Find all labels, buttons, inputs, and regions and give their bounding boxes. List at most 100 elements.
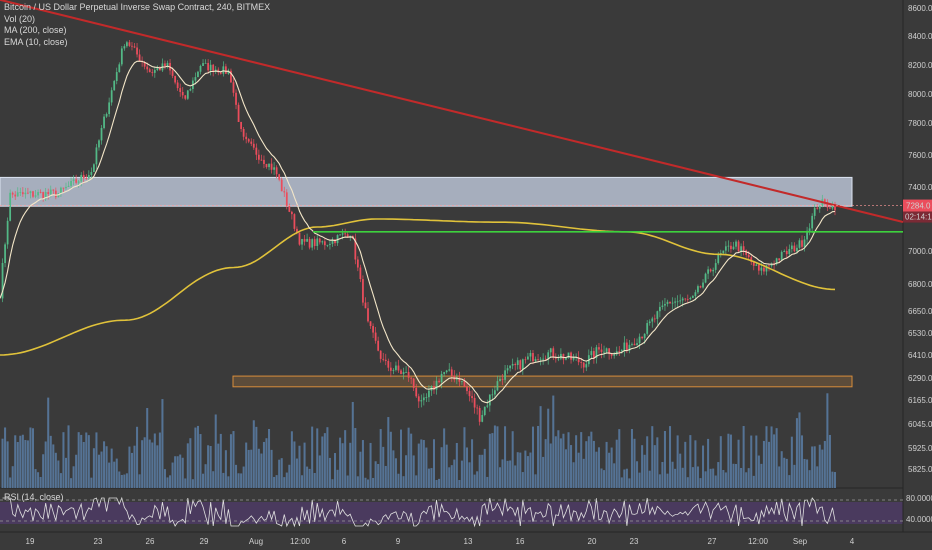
- volume-bar: [70, 478, 73, 488]
- volume-bar: [87, 435, 90, 488]
- volume-bar: [366, 479, 370, 488]
- volume-bar: [232, 431, 235, 488]
- candle-body: [651, 318, 654, 322]
- candle-body: [516, 360, 519, 366]
- candle-body: [775, 258, 778, 265]
- volume-bar: [516, 452, 519, 488]
- candle-body: [318, 238, 321, 243]
- volume-bar: [341, 443, 344, 488]
- candle-body: [311, 239, 314, 248]
- volume-bar: [724, 472, 727, 488]
- time-tick: 13: [464, 537, 473, 546]
- candle-body: [613, 354, 616, 356]
- candle-body: [648, 321, 651, 324]
- volume-bar: [250, 449, 253, 488]
- volume-bar: [521, 472, 524, 488]
- volume-bar: [156, 445, 159, 488]
- volume-bar: [526, 456, 529, 488]
- volume-bar: [75, 454, 78, 488]
- volume-bar: [252, 420, 255, 488]
- candle-body: [793, 245, 796, 252]
- candle-body: [425, 397, 428, 399]
- candle-body: [468, 391, 471, 397]
- volume-bar: [34, 469, 37, 488]
- volume-bar: [415, 475, 418, 488]
- volume-bar: [613, 463, 616, 488]
- candle-body: [245, 136, 248, 140]
- volume-bar: [453, 459, 456, 488]
- volume-bar: [506, 460, 509, 488]
- volume-bar: [476, 471, 479, 488]
- candle-body: [72, 179, 75, 181]
- candle-body: [806, 230, 808, 240]
- volume-bar: [95, 432, 98, 488]
- volume-bar: [420, 439, 423, 488]
- volume-bar: [382, 446, 385, 488]
- volume-bar: [504, 426, 507, 488]
- candle-body: [270, 163, 273, 170]
- volume-bar: [795, 418, 798, 488]
- candle-body: [235, 92, 237, 105]
- candle-body: [506, 368, 509, 371]
- volume-bar: [120, 474, 123, 488]
- volume-bar: [529, 452, 532, 488]
- volume-bar: [773, 434, 776, 488]
- volume-bar: [448, 467, 451, 488]
- candle-body: [16, 192, 19, 197]
- candle-body: [186, 90, 189, 99]
- candle-body: [580, 362, 583, 363]
- volume-bar: [775, 428, 778, 488]
- volume-bar: [219, 433, 222, 488]
- volume-bar: [293, 441, 296, 488]
- candle-body: [301, 239, 303, 245]
- candle-body: [783, 250, 786, 252]
- volume-bar: [318, 455, 321, 488]
- volume-bar: [54, 452, 57, 488]
- volume-bar: [356, 476, 359, 488]
- volume-bar: [811, 446, 814, 488]
- volume-bar: [831, 471, 834, 488]
- candle-body: [631, 343, 633, 345]
- candle-body: [6, 220, 9, 245]
- price-tick: 7400.0: [908, 183, 932, 192]
- volume-bar: [108, 462, 111, 488]
- volume-bar: [16, 442, 19, 488]
- candle-body: [712, 269, 715, 272]
- upper-resistance-zone: [0, 176, 853, 207]
- volume-bar: [270, 449, 273, 488]
- volume-bar: [397, 473, 400, 488]
- volume-bar: [816, 466, 819, 488]
- volume-bar: [130, 452, 133, 488]
- candle-body: [37, 192, 39, 196]
- candle-body: [483, 406, 486, 416]
- candle-body: [455, 377, 458, 380]
- candle-body: [633, 343, 636, 346]
- candle-body: [658, 306, 661, 312]
- candle-body: [174, 75, 177, 83]
- candle-body: [21, 192, 24, 195]
- volume-bar: [136, 426, 139, 488]
- volume-bar: [202, 473, 205, 488]
- candle-body: [823, 199, 826, 203]
- volume-bar: [285, 472, 288, 488]
- candle-body: [260, 159, 263, 161]
- volume-bar: [575, 435, 578, 488]
- volume-bar: [778, 466, 781, 488]
- volume-bar: [471, 439, 474, 488]
- volume-bar: [435, 479, 438, 488]
- volume-bar: [709, 468, 712, 488]
- chart-legend: Bitcoin / US Dollar Perpetual Inverse Sw…: [4, 2, 270, 48]
- volume-bar: [582, 458, 585, 488]
- volume-bar: [625, 468, 628, 488]
- volume-bar: [491, 433, 494, 488]
- candle-body: [42, 192, 45, 199]
- volume-bar: [125, 473, 128, 488]
- volume-bar: [620, 477, 623, 488]
- volume-bar: [176, 456, 179, 488]
- candle-body: [562, 353, 565, 360]
- volume-bar: [762, 440, 765, 488]
- price-tick: 6045.0: [908, 420, 932, 429]
- candle-body: [346, 234, 349, 238]
- volume-bar: [552, 395, 555, 488]
- volume-bar: [696, 466, 699, 488]
